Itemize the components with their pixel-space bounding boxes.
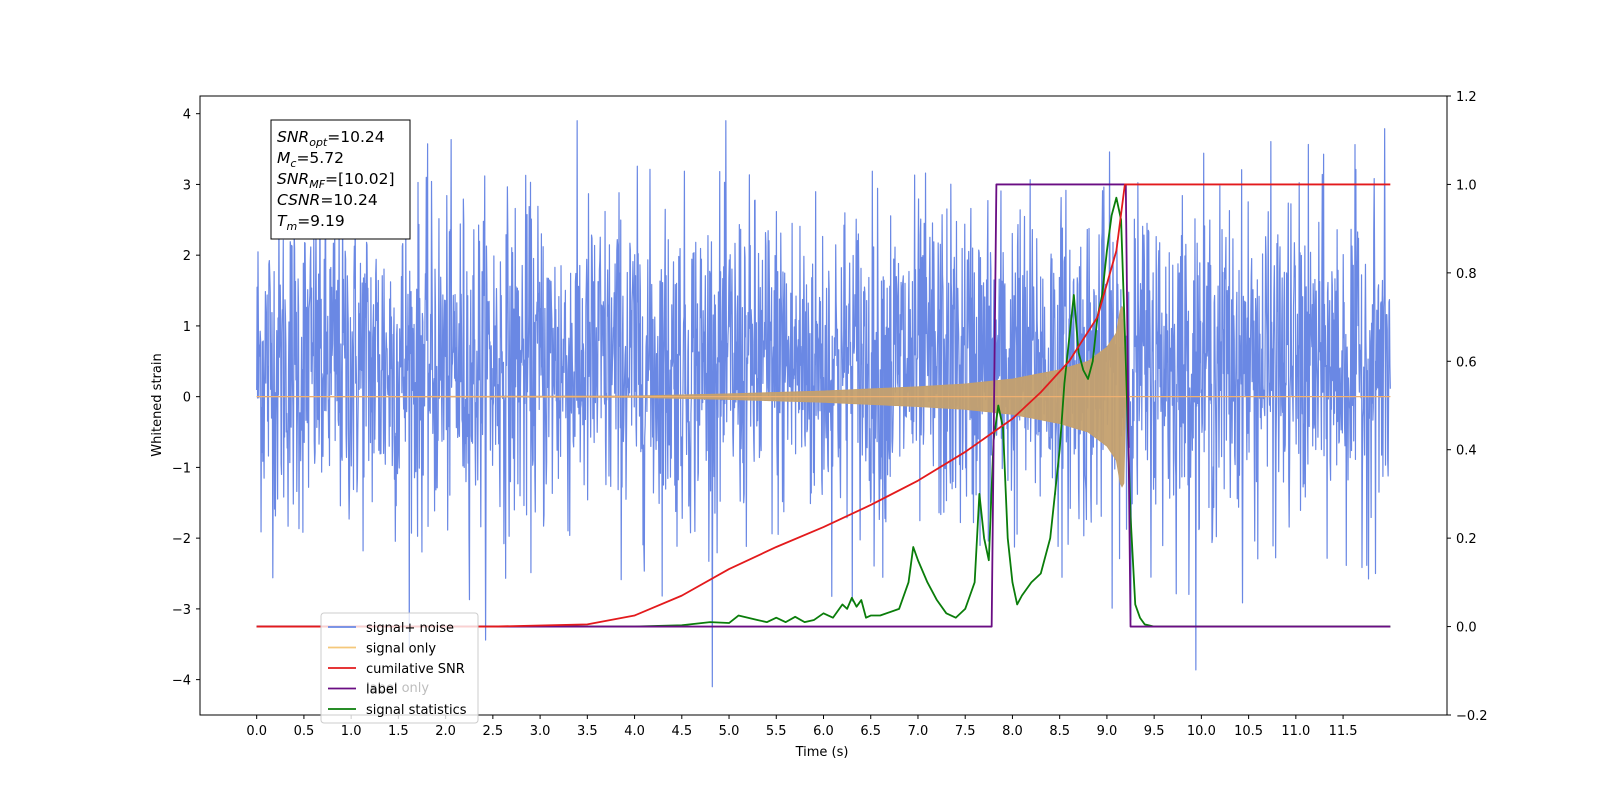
info-value: =9.19 <box>297 212 345 230</box>
x-tick-label: 8.5 <box>1049 724 1070 739</box>
info-symbol: CSNR <box>277 191 320 209</box>
y-right-tick-label: −0.2 <box>1456 709 1488 724</box>
legend-frame <box>320 612 479 724</box>
x-axis: 0.0 0.5 1.0 1.5 2.0 2.5 3.0 3.5 4.0 4.5 5.0 5.5 6.0 6… <box>246 715 1358 739</box>
info-line: CSNR=10.24 <box>277 191 378 209</box>
info-line: SNRMF=[10.02] <box>277 170 395 191</box>
series-signal-statistics <box>256 196 1391 628</box>
y-tick-label: −1 <box>172 461 191 476</box>
info-line: Mc=5.72 <box>277 149 344 170</box>
series-signal-noise <box>256 120 1391 688</box>
info-subscript: MF <box>309 178 325 191</box>
y-axis-right: 1.2 1.0 0.8 0.6 0.4 0.2 0.0 −0.2 <box>1447 90 1488 724</box>
info-line: Tm=9.19 <box>277 212 345 233</box>
y-tick-label: −2 <box>172 532 191 547</box>
y-right-tick-label: 0.6 <box>1456 355 1477 370</box>
info-subscript: opt <box>309 136 328 149</box>
x-tick-label: 7.5 <box>955 724 976 739</box>
x-tick-label: 8.0 <box>1002 724 1023 739</box>
y-right-tick-label: 0.0 <box>1456 621 1477 636</box>
x-tick-label: 9.5 <box>1144 724 1165 739</box>
y-tick-label: −3 <box>172 603 191 618</box>
info-subscript: m <box>286 220 297 233</box>
series-cumulative-snr <box>256 183 1391 628</box>
info-line: SNRopt=10.24 <box>277 128 385 149</box>
legend-ghost-text: label only <box>366 681 429 696</box>
x-tick-label: 0.5 <box>294 724 315 739</box>
x-tick-label: 9.0 <box>1097 724 1118 739</box>
x-tick-label: 3.5 <box>577 724 598 739</box>
x-axis-label: Time (s) <box>795 745 849 760</box>
legend-label: signal statistics <box>366 703 467 718</box>
series-layer <box>256 120 1391 688</box>
info-symbol: SNR <box>277 170 309 188</box>
x-tick-label: 1.0 <box>341 724 362 739</box>
x-tick-label: 4.5 <box>671 724 692 739</box>
y-right-tick-label: 1.2 <box>1456 90 1477 105</box>
y-tick-label: 1 <box>183 320 191 335</box>
info-symbol: SNR <box>277 128 309 146</box>
info-subscript: c <box>290 157 296 170</box>
x-tick-label: 0.0 <box>246 724 267 739</box>
y-tick-label: 2 <box>183 249 191 264</box>
info-box-frame <box>270 119 411 240</box>
y-tick-label: −4 <box>172 674 191 689</box>
x-tick-label: 4.0 <box>624 724 645 739</box>
legend: label only signal+ noise signal only cumila… <box>320 612 479 724</box>
x-tick-label: 11.5 <box>1329 724 1358 739</box>
series-label <box>256 183 1391 628</box>
y-axis-left: 4 3 2 1 0 −1 −2 −3 −4 <box>172 108 200 689</box>
x-tick-label: 3.0 <box>530 724 551 739</box>
x-tick-label: 6.0 <box>813 724 834 739</box>
y-tick-label: 4 <box>183 108 191 123</box>
y-tick-label: 3 <box>183 178 191 193</box>
legend-label: signal only <box>366 642 436 657</box>
x-tick-label: 5.0 <box>719 724 740 739</box>
y-right-tick-label: 0.2 <box>1456 532 1477 547</box>
y-right-tick-label: 0.4 <box>1456 444 1477 459</box>
x-tick-label: 1.5 <box>388 724 409 739</box>
legend-label: signal+ noise <box>366 621 454 636</box>
y-axis-label: Whitened strain <box>150 353 165 456</box>
x-tick-label: 2.5 <box>483 724 504 739</box>
x-tick-label: 11.0 <box>1281 724 1310 739</box>
info-value: =[10.02] <box>325 170 394 188</box>
x-tick-label: 2.0 <box>435 724 456 739</box>
info-value: =10.24 <box>320 191 377 209</box>
x-tick-label: 10.5 <box>1234 724 1263 739</box>
legend-label: label <box>366 683 397 698</box>
y-right-tick-label: 0.8 <box>1456 267 1477 282</box>
info-symbol: M <box>277 149 290 167</box>
y-tick-label: 0 <box>183 391 191 406</box>
x-tick-label: 10.0 <box>1187 724 1216 739</box>
info-symbol: T <box>277 212 288 230</box>
x-tick-label: 5.5 <box>766 724 787 739</box>
y-right-tick-label: 1.0 <box>1456 178 1477 193</box>
info-value: =10.24 <box>327 128 384 146</box>
x-tick-label: 7.0 <box>908 724 929 739</box>
x-tick-label: 6.5 <box>860 724 881 739</box>
info-value: =5.72 <box>296 149 344 167</box>
metrics-info-box: SNRopt=10.24Mc=5.72SNRMF=[10.02]CSNR=10.… <box>270 119 411 240</box>
legend-label: cumilative SNR <box>366 662 465 677</box>
